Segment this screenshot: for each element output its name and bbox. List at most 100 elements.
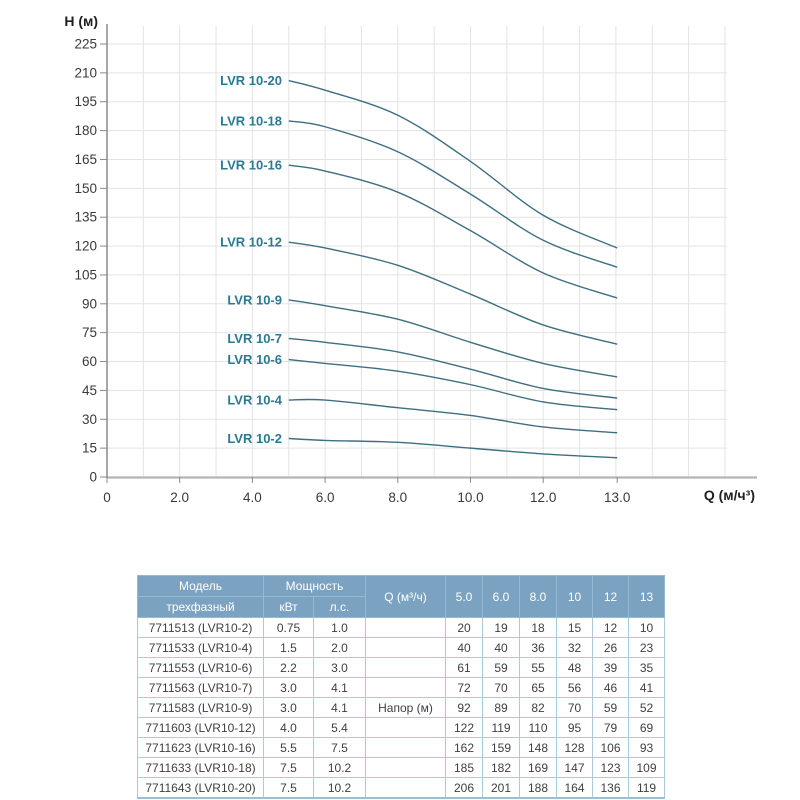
head-value-cell: 10 (628, 617, 666, 638)
model-cell: 7711553 (LVR10-6) (137, 657, 264, 678)
curve-label-lvr-10-4: LVR 10-4 (227, 393, 282, 408)
header-q: Q (м³/ч) (365, 575, 447, 618)
curve-lvr-10-7 (288, 337, 618, 399)
y-tick-label: 135 (74, 210, 97, 225)
head-value-cell: 188 (519, 777, 558, 799)
x-axis-title: Q (м/ч³) (703, 487, 755, 503)
hp-cell: 7.5 (312, 737, 367, 758)
y-tick-label: 150 (74, 181, 97, 196)
kw-cell: 7.5 (263, 777, 314, 799)
head-value-cell: 148 (519, 737, 558, 758)
head-value-cell: 39 (592, 657, 630, 678)
hp-cell: 1.0 (312, 617, 367, 638)
y-tick-label: 60 (82, 354, 97, 369)
header-flow-13: 13 (628, 575, 666, 618)
curve-label-lvr-10-2: LVR 10-2 (227, 431, 282, 446)
hp-cell: 4.1 (312, 677, 367, 698)
curve-label-lvr-10-6: LVR 10-6 (227, 352, 282, 367)
y-tick-label: 195 (74, 94, 97, 109)
header-kw: кВт (263, 596, 314, 618)
x-tick-label: 8.0 (388, 490, 407, 505)
head-value-cell: 48 (556, 657, 594, 678)
curve-lvr-10-9 (288, 299, 618, 378)
header-flow-5: 5.0 (445, 575, 484, 618)
model-cell: 7711533 (LVR10-4) (137, 637, 264, 658)
head-value-cell: 159 (482, 737, 521, 758)
header-flow-8: 8.0 (519, 575, 558, 618)
head-value-cell: 123 (592, 757, 630, 778)
curve-label-lvr-10-18: LVR 10-18 (220, 113, 282, 128)
head-value-cell: 23 (628, 637, 666, 658)
head-value-cell: 119 (482, 717, 521, 738)
head-value-cell: 206 (445, 777, 484, 799)
chart-svg: 0 15 30 45 60 75 90 105 120 135 150 165 180 195 210 225… (74, 24, 757, 505)
head-value-cell: 40 (445, 637, 484, 658)
pump-curve-chart: 0 15 30 45 60 75 90 105 120 135 150 165 180 195 210 225… (64, 13, 757, 505)
y-tick-label: 0 (89, 470, 97, 485)
pump-spec-table-wrap: Модель Мощность Q (м³/ч) 5.0 6.0 8.0 10 … (137, 575, 666, 799)
head-value-cell: 82 (519, 697, 558, 718)
kw-cell: 0.75 (263, 617, 314, 638)
head-value-cell: 20 (445, 617, 484, 638)
head-value-cell: 136 (592, 777, 630, 799)
kw-cell: 5.5 (263, 737, 314, 758)
head-value-cell: 72 (445, 677, 484, 698)
head-value-cell: 55 (519, 657, 558, 678)
head-value-cell: 110 (519, 717, 558, 738)
napor-label-cell: Напор (м) (365, 697, 447, 718)
table-row: 7711553 (LVR10-6) 2.2 3.0 61 59 55 48 39 35 (137, 657, 666, 678)
y-tick-label: 210 (74, 65, 97, 80)
curve-label-lvr-10-12: LVR 10-12 (220, 235, 282, 250)
head-value-cell: 19 (482, 617, 521, 638)
x-tick-label: 4.0 (243, 490, 262, 505)
table-row: 7711563 (LVR10-7) 3.0 4.1 72 70 65 56 46 41 (137, 677, 666, 698)
header-flow-12: 12 (592, 575, 630, 618)
header-hp: л.с. (312, 596, 367, 618)
table-row: 7711643 (LVR10-20) 7.5 10.2 206 201 188 164 136… (137, 777, 666, 799)
table-row: 7711623 (LVR10-16) 5.5 7.5 162 159 148 128 106 9… (137, 737, 666, 758)
kw-cell: 4.0 (263, 717, 314, 738)
head-value-cell: 169 (519, 757, 558, 778)
head-value-cell: 106 (592, 737, 630, 758)
y-tick-label: 45 (82, 383, 97, 398)
header-flow-6: 6.0 (482, 575, 521, 618)
table-row: 7711583 (LVR10-9) 3.0 4.1 Напор (м) 92 89 82 70… (137, 697, 666, 718)
header-model: Модель (137, 575, 264, 597)
model-cell: 7711603 (LVR10-12) (137, 717, 264, 738)
head-value-cell: 41 (628, 677, 666, 698)
y-tick-label: 75 (82, 325, 97, 340)
napor-label-cell (365, 717, 447, 738)
model-cell: 7711623 (LVR10-16) (137, 737, 264, 758)
head-value-cell: 35 (628, 657, 666, 678)
head-value-cell: 52 (628, 697, 666, 718)
head-value-cell: 162 (445, 737, 484, 758)
head-value-cell: 46 (592, 677, 630, 698)
model-cell: 7711643 (LVR10-20) (137, 777, 264, 799)
y-tick-label: 120 (74, 239, 97, 254)
napor-label-cell (365, 677, 447, 698)
curve-lvr-10-4 (288, 398, 618, 434)
curve-lvr-10-6 (288, 358, 618, 411)
hp-cell: 10.2 (312, 757, 367, 778)
x-tick-label: 0 (103, 490, 111, 505)
head-value-cell: 79 (592, 717, 630, 738)
napor-label-cell (365, 777, 447, 799)
y-tick-label: 225 (74, 37, 97, 52)
head-value-cell: 61 (445, 657, 484, 678)
y-tick-label: 90 (82, 296, 97, 311)
napor-label-cell (365, 637, 447, 658)
head-value-cell: 185 (445, 757, 484, 778)
head-value-cell: 70 (482, 677, 521, 698)
napor-label-cell (365, 617, 447, 638)
head-value-cell: 119 (628, 777, 666, 799)
head-value-cell: 122 (445, 717, 484, 738)
table-row: 7711513 (LVR10-2) 0.75 1.0 20 19 18 15 12 10 (137, 617, 666, 638)
model-cell: 7711563 (LVR10-7) (137, 677, 264, 698)
header-flow-10: 10 (556, 575, 594, 618)
head-value-cell: 15 (556, 617, 594, 638)
head-value-cell: 32 (556, 637, 594, 658)
pump-table-body: 7711513 (LVR10-2) 0.75 1.0 20 19 18 15 12 10 7711… (137, 617, 666, 799)
model-cell: 7711583 (LVR10-9) (137, 697, 264, 718)
head-value-cell: 109 (628, 757, 666, 778)
curve-label-lvr-10-20: LVR 10-20 (220, 73, 282, 88)
